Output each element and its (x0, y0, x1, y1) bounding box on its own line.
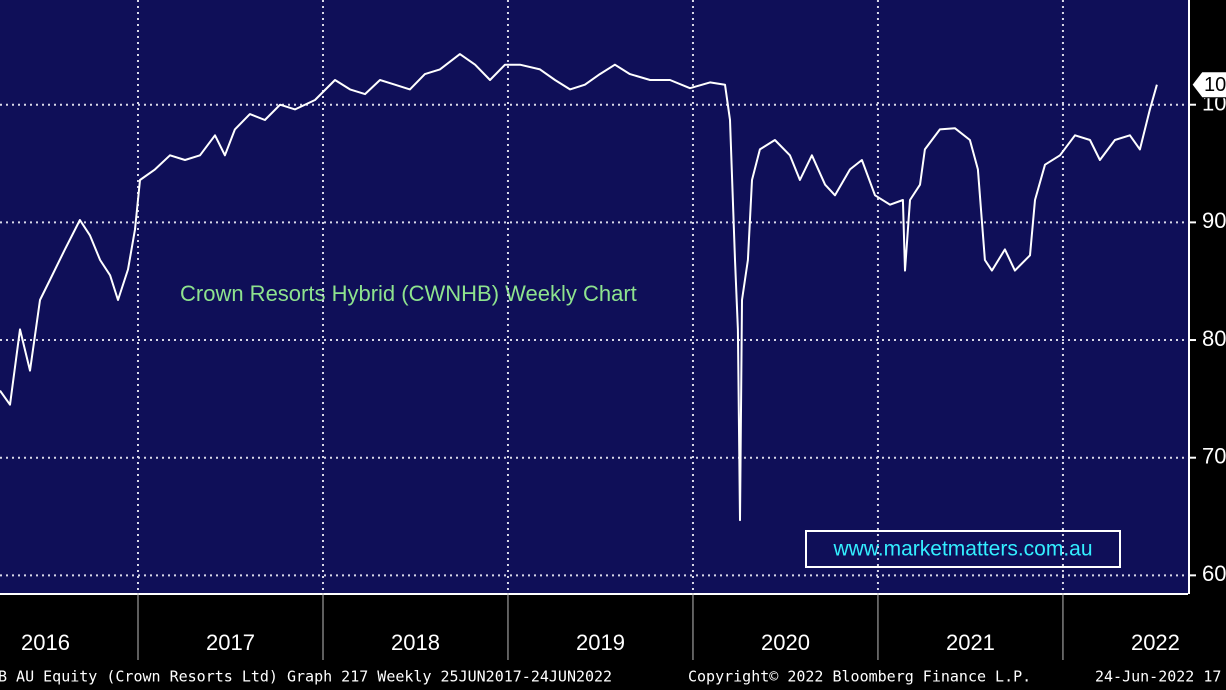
y-tick-label: 90 (1202, 208, 1226, 233)
x-tick-label: 2018 (391, 630, 440, 655)
watermark: www.marketmatters.com.au (832, 538, 1092, 561)
x-tick-label: 2019 (576, 630, 625, 655)
x-tick-label: 2021 (946, 630, 995, 655)
footer-left: B AU Equity (Crown Resorts Ltd) Graph 21… (0, 668, 612, 686)
x-tick-label: 2017 (206, 630, 255, 655)
plot-background (0, 0, 1188, 593)
footer-center: Copyright© 2022 Bloomberg Finance L.P. (688, 668, 1031, 686)
x-tick-label: 2022 (1131, 630, 1180, 655)
x-tick-label: 2020 (761, 630, 810, 655)
price-line (0, 53, 1158, 522)
annotation: Crown Resorts Hybrid (CWNHB) Weekly Char… (180, 281, 637, 306)
y-tick-label: 80 (1202, 326, 1226, 351)
x-tick-label: 2016 (21, 630, 70, 655)
y-tick-label: 70 (1202, 444, 1226, 469)
y-tick-label: 60 (1202, 561, 1226, 586)
footer-right: 24-Jun-2022 17 (1095, 668, 1221, 686)
last-price-label: 101.7 (1204, 74, 1226, 96)
watermark-box (805, 530, 1121, 568)
last-price-tag (1191, 71, 1226, 99)
